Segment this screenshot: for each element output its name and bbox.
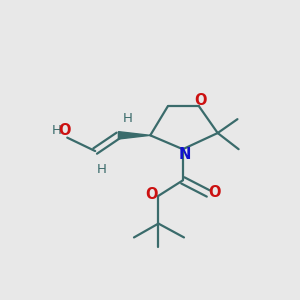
Text: O: O <box>195 93 207 108</box>
Text: O: O <box>59 123 71 138</box>
Polygon shape <box>118 132 150 139</box>
Text: H: H <box>52 124 62 137</box>
Text: H: H <box>123 112 133 124</box>
Text: H: H <box>97 164 106 176</box>
Text: O: O <box>208 185 220 200</box>
Text: N: N <box>178 148 191 163</box>
Text: O: O <box>145 187 158 202</box>
